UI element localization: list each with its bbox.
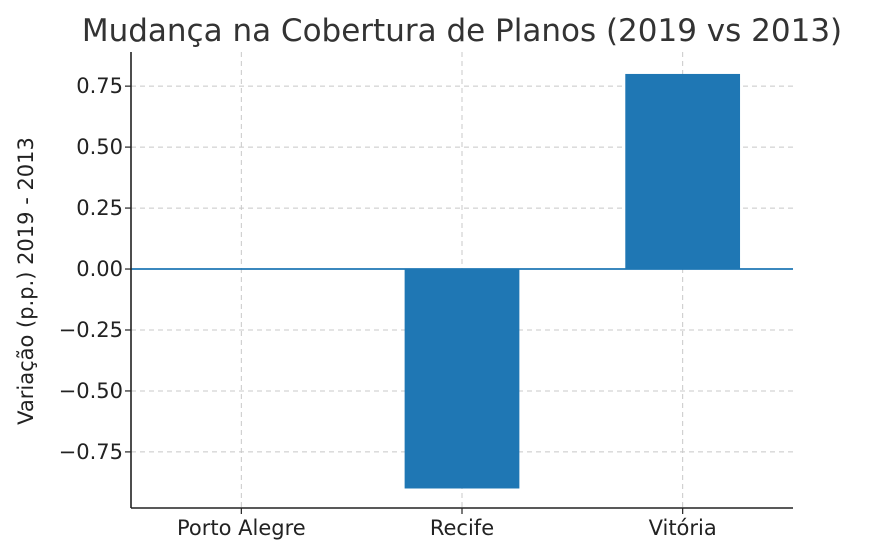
y-tick-label: 0.00 bbox=[76, 257, 123, 281]
y-tick-label: −0.75 bbox=[59, 440, 123, 464]
y-axis-label: Variação (p.p.) 2019 - 2013 bbox=[14, 137, 38, 425]
x-tick-label: Porto Alegre bbox=[177, 516, 306, 540]
y-tick-label: 0.75 bbox=[76, 74, 123, 98]
y-tick-label: 0.50 bbox=[76, 135, 123, 159]
y-ticks: −0.75 −0.50 −0.25 0.00 0.25 0.50 0.75 bbox=[59, 74, 131, 464]
bar-recife bbox=[404, 269, 520, 489]
chart-title: Mudança na Cobertura de Planos (2019 vs … bbox=[82, 13, 842, 49]
y-tick-label: −0.50 bbox=[59, 379, 123, 403]
y-tick-label: 0.25 bbox=[76, 196, 123, 220]
x-ticks: Porto Alegre Recife Vitória bbox=[177, 508, 717, 540]
bars bbox=[404, 73, 741, 489]
y-tick-label: −0.25 bbox=[59, 318, 123, 342]
x-tick-label: Vitória bbox=[649, 516, 717, 540]
x-tick-label: Recife bbox=[430, 516, 494, 540]
bar-vit-ria bbox=[625, 73, 741, 270]
